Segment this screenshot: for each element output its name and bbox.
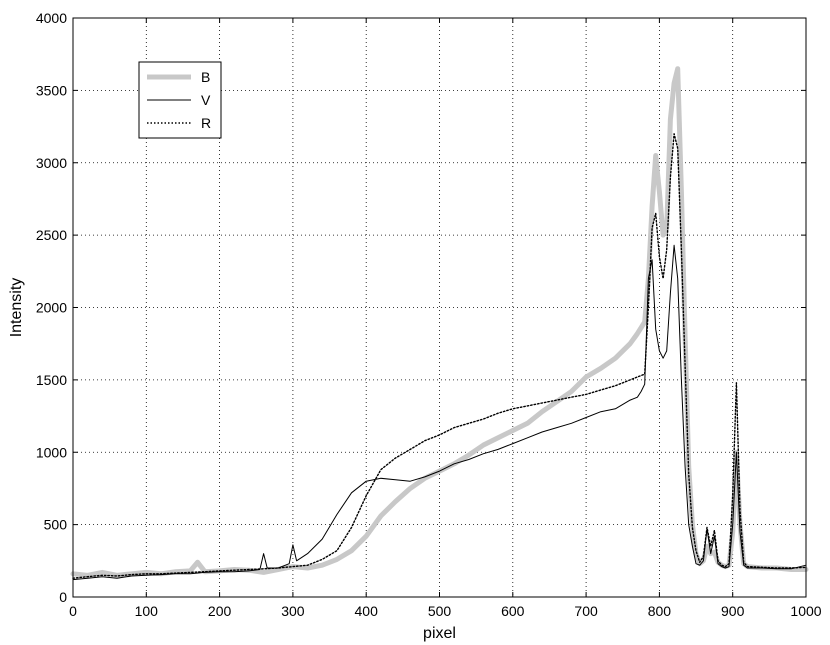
x-tick-label: 1000	[790, 603, 821, 619]
x-tick-label: 200	[208, 603, 232, 619]
y-tick-label: 500	[44, 517, 68, 533]
x-tick-label: 800	[648, 603, 672, 619]
y-tick-label: 3500	[36, 82, 67, 98]
y-tick-label: 0	[59, 589, 67, 605]
series-line-v	[72, 244, 807, 581]
x-tick-label: 400	[355, 603, 379, 619]
y-tick-label: 2500	[36, 227, 67, 243]
legend-label-r: R	[201, 115, 211, 131]
legend-label-b: B	[201, 69, 210, 85]
x-tick-label: 900	[721, 603, 745, 619]
y-tick-label: 4000	[36, 10, 67, 26]
y-tick-label: 1500	[36, 372, 67, 388]
ticks: 0 100 200 300 400 500 600 700 800 900 1000 0 500 1000…	[36, 10, 822, 619]
series-line-r	[72, 133, 807, 579]
x-tick-label: 500	[428, 603, 452, 619]
y-tick-label: 3000	[36, 155, 67, 171]
x-tick-label: 100	[135, 603, 159, 619]
x-tick-label: 300	[281, 603, 305, 619]
legend: BVR	[138, 61, 222, 139]
x-tick-label: 700	[574, 603, 598, 619]
y-axis-title: Intensity	[8, 278, 25, 338]
x-axis-title: pixel	[423, 625, 456, 642]
x-tick-label: 0	[69, 603, 77, 619]
y-tick-label: 1000	[36, 444, 67, 460]
x-tick-label: 600	[501, 603, 525, 619]
y-tick-label: 2000	[36, 300, 67, 316]
legend-label-v: V	[201, 92, 211, 108]
series-group	[70, 66, 809, 581]
